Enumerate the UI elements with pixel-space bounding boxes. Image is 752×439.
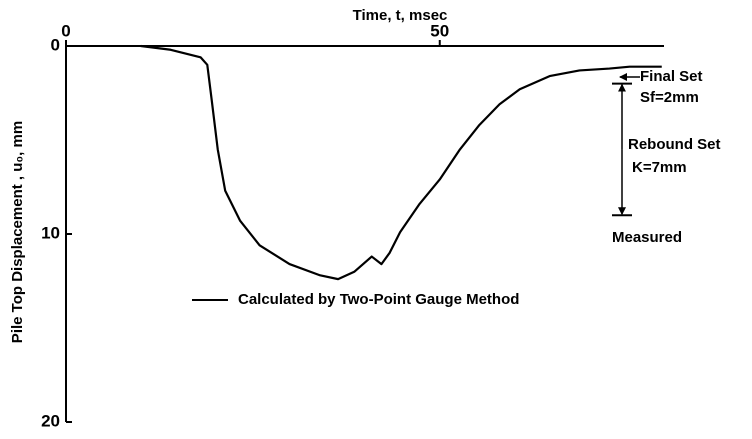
y-tick-label: 20 — [41, 411, 60, 430]
y-axis-label: Pile Top Displacement , u₀, mm — [9, 121, 26, 343]
annotation: K=7mm — [632, 159, 687, 176]
y-tick-label: 0 — [51, 35, 60, 54]
annotation: Final Set — [640, 68, 703, 85]
x-axis-label: Time, t, msec — [353, 7, 448, 24]
annotation: Rebound Set — [628, 136, 721, 153]
x-tick-label: 0 — [61, 21, 70, 40]
x-tick-label: 50 — [430, 21, 449, 40]
data-line — [140, 44, 662, 281]
legend-label: Calculated by Two-Point Gauge Method — [238, 291, 519, 308]
annotation: Measured — [612, 229, 682, 246]
y-tick-label: 10 — [41, 223, 60, 242]
annotation: Sf=2mm — [640, 89, 699, 106]
